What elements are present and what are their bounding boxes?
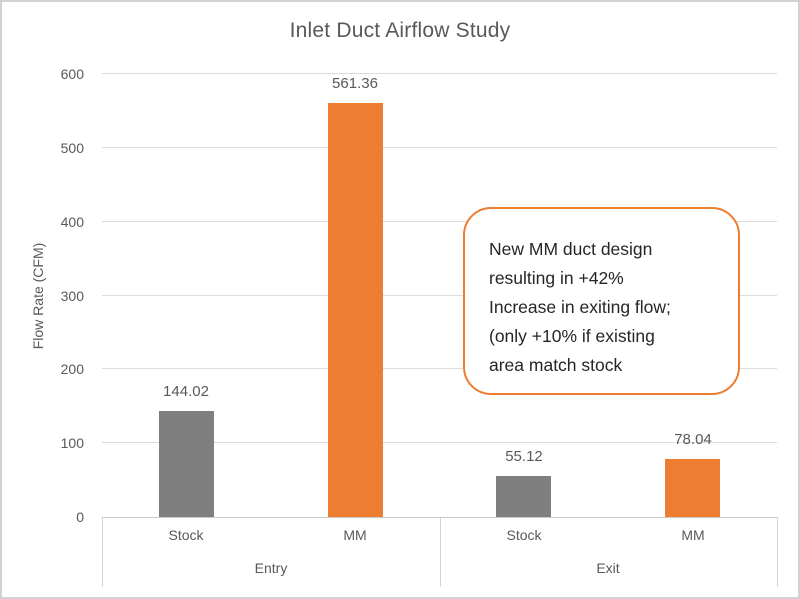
annotation-text-line-4: (only +10% if existing	[489, 326, 655, 346]
group-label-exit: Exit	[596, 560, 620, 576]
bar-exit-stock	[496, 476, 551, 517]
chart-title: Inlet Duct Airflow Study	[289, 19, 511, 42]
y-tick-label-400: 400	[60, 213, 84, 230]
category-label-exit-stock: Stock	[506, 527, 542, 543]
gridline-400	[102, 220, 777, 222]
category-label-exit-mm: MM	[681, 527, 705, 543]
annotation-text-line-5: area match stock	[489, 355, 623, 375]
group-label-entry: Entry	[254, 560, 288, 576]
y-tick-label-0: 0	[76, 509, 84, 525]
x-axis-line	[102, 517, 777, 518]
gridline-500	[102, 146, 777, 148]
annotation-text-line-3: Increase in exiting flow;	[489, 297, 671, 317]
bar-entry-stock	[159, 411, 214, 517]
data-label-exit-stock: 55.12	[505, 448, 543, 465]
annotation-text-line-1: New MM duct design	[489, 239, 653, 259]
y-tick-label-600: 600	[60, 66, 84, 82]
category-label-entry-stock: Stock	[168, 527, 204, 543]
annotation-callout: New MM duct design resulting in +42% Incre…	[463, 207, 740, 395]
axis-separator-0	[102, 517, 103, 587]
gridline-300	[102, 294, 777, 296]
gridline-600	[102, 73, 777, 74]
bar-entry-mm	[328, 103, 383, 517]
annotation-text-line-2: resulting in +42%	[489, 268, 624, 288]
data-label-entry-mm: 561.36	[332, 75, 378, 92]
axis-separator-2	[777, 517, 778, 587]
gridline-200	[102, 368, 777, 370]
bar-exit-mm	[665, 459, 720, 517]
y-tick-label-500: 500	[60, 139, 84, 156]
data-label-entry-stock: 144.02	[163, 383, 209, 400]
category-label-entry-mm: MM	[343, 527, 367, 543]
axis-separator-1	[440, 517, 441, 587]
gridline-100	[102, 442, 777, 444]
y-tick-label-100: 100	[60, 435, 84, 452]
data-label-exit-mm: 78.04	[674, 431, 712, 448]
y-tick-label-200: 200	[60, 361, 84, 378]
y-tick-label-300: 300	[60, 287, 84, 304]
